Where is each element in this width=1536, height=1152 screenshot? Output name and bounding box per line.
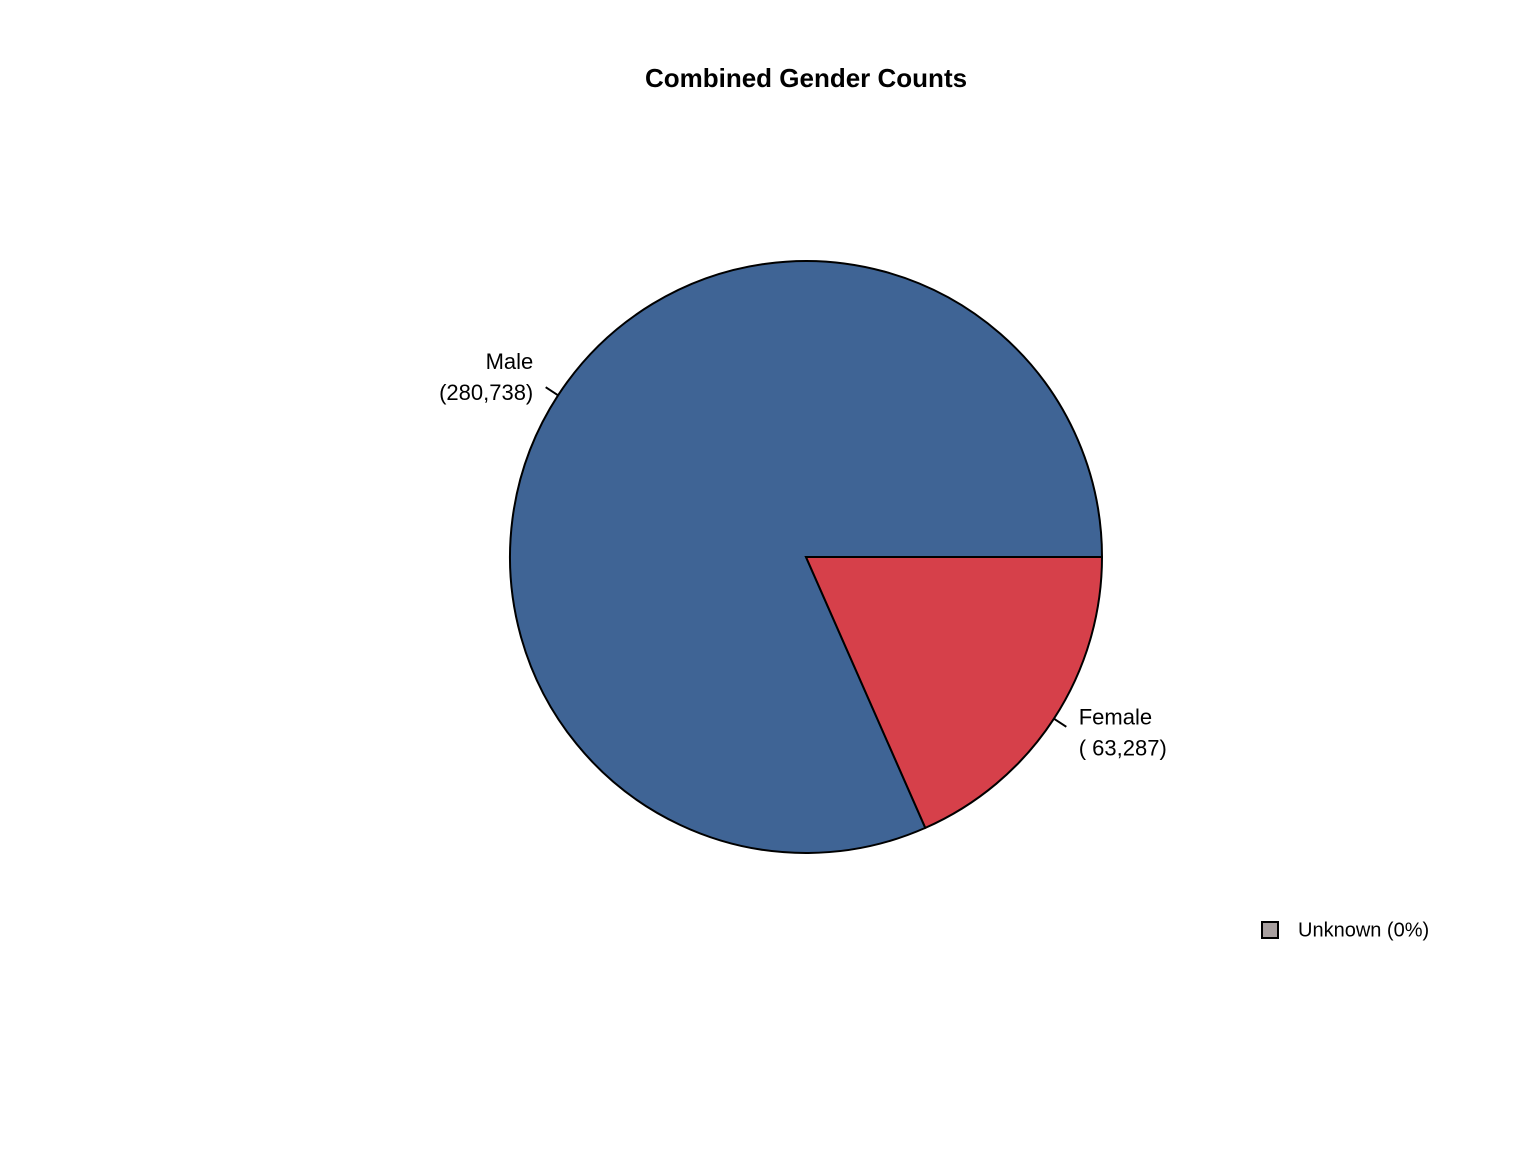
label-tick [1053, 717, 1067, 728]
legend-label: Unknown (0%) [1298, 919, 1429, 941]
slice-value-label: (280,738) [439, 380, 533, 405]
chart-title: Combined Gender Counts [645, 63, 967, 93]
slice-label: Male [486, 349, 534, 374]
label-tick [545, 386, 559, 397]
slice-value-label: ( 63,287) [1079, 736, 1167, 761]
legend-swatch [1261, 921, 1279, 939]
slice-label: Female [1079, 705, 1152, 730]
